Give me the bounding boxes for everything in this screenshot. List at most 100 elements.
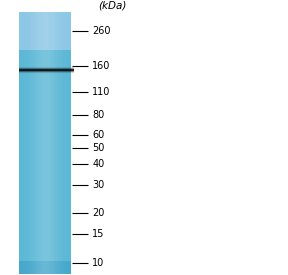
- Bar: [19, 79, 71, 80]
- Bar: [19, 131, 71, 132]
- Bar: [43, 12, 44, 274]
- Bar: [19, 111, 71, 112]
- Bar: [19, 194, 71, 195]
- Bar: [19, 211, 71, 212]
- Bar: [19, 45, 71, 46]
- Bar: [27, 12, 28, 274]
- Bar: [37, 12, 38, 274]
- Bar: [19, 207, 71, 208]
- Bar: [19, 179, 71, 180]
- Bar: [41, 12, 42, 274]
- Text: (kDa): (kDa): [98, 0, 127, 10]
- Bar: [19, 226, 71, 227]
- Bar: [19, 244, 71, 246]
- Text: 80: 80: [92, 110, 105, 120]
- Bar: [19, 66, 71, 67]
- Bar: [19, 273, 71, 274]
- Text: 110: 110: [92, 87, 111, 97]
- Bar: [19, 205, 71, 206]
- Bar: [19, 88, 71, 89]
- Bar: [19, 208, 71, 209]
- Bar: [19, 61, 71, 62]
- Bar: [19, 59, 71, 60]
- Bar: [19, 120, 71, 121]
- Bar: [19, 199, 71, 200]
- Bar: [19, 148, 71, 149]
- Bar: [19, 178, 71, 179]
- Bar: [19, 39, 71, 40]
- Bar: [19, 17, 71, 18]
- Bar: [19, 50, 71, 51]
- Bar: [36, 12, 37, 274]
- Bar: [19, 228, 71, 229]
- Bar: [19, 192, 71, 193]
- Bar: [42, 12, 43, 274]
- Bar: [70, 12, 71, 274]
- Bar: [19, 54, 71, 55]
- Bar: [19, 264, 71, 265]
- Bar: [19, 240, 71, 241]
- Bar: [63, 12, 64, 274]
- Bar: [19, 63, 71, 64]
- Bar: [19, 169, 71, 170]
- Bar: [19, 125, 71, 126]
- Bar: [19, 65, 71, 66]
- Bar: [19, 33, 71, 34]
- Text: 15: 15: [92, 229, 105, 239]
- Bar: [19, 126, 71, 127]
- Bar: [39, 12, 40, 274]
- Bar: [19, 84, 71, 85]
- Bar: [19, 83, 71, 84]
- Bar: [19, 198, 71, 199]
- Bar: [51, 12, 52, 274]
- Bar: [19, 251, 71, 252]
- Bar: [19, 127, 71, 128]
- Bar: [19, 181, 71, 182]
- Text: 60: 60: [92, 130, 105, 140]
- Bar: [19, 130, 71, 131]
- Bar: [19, 176, 71, 177]
- Bar: [19, 82, 71, 83]
- Bar: [19, 270, 71, 271]
- Bar: [53, 12, 54, 274]
- Bar: [19, 37, 71, 38]
- Bar: [19, 183, 71, 184]
- Bar: [19, 117, 71, 118]
- Bar: [19, 139, 71, 140]
- Bar: [19, 268, 71, 269]
- Bar: [19, 42, 71, 43]
- Bar: [19, 69, 71, 70]
- Bar: [19, 232, 71, 233]
- Bar: [19, 74, 71, 75]
- Bar: [19, 160, 71, 161]
- Bar: [19, 52, 71, 53]
- Bar: [19, 189, 71, 190]
- Bar: [19, 60, 71, 61]
- Bar: [19, 163, 71, 164]
- Bar: [19, 13, 71, 14]
- Bar: [19, 15, 71, 16]
- Bar: [40, 12, 41, 274]
- Bar: [19, 12, 71, 13]
- Bar: [19, 21, 71, 22]
- Text: 160: 160: [92, 60, 111, 71]
- Bar: [19, 248, 71, 249]
- Bar: [19, 102, 71, 103]
- Bar: [19, 110, 71, 111]
- Bar: [19, 172, 71, 173]
- Bar: [19, 252, 71, 253]
- Bar: [19, 43, 71, 44]
- Bar: [19, 261, 71, 262]
- Bar: [19, 234, 71, 235]
- Bar: [19, 29, 71, 30]
- Bar: [19, 28, 71, 29]
- Bar: [19, 271, 71, 272]
- Bar: [19, 96, 71, 97]
- Bar: [19, 186, 71, 187]
- Bar: [19, 145, 71, 146]
- Bar: [19, 77, 71, 78]
- Bar: [61, 12, 62, 274]
- Bar: [19, 184, 71, 185]
- Bar: [19, 213, 71, 214]
- Bar: [19, 152, 71, 153]
